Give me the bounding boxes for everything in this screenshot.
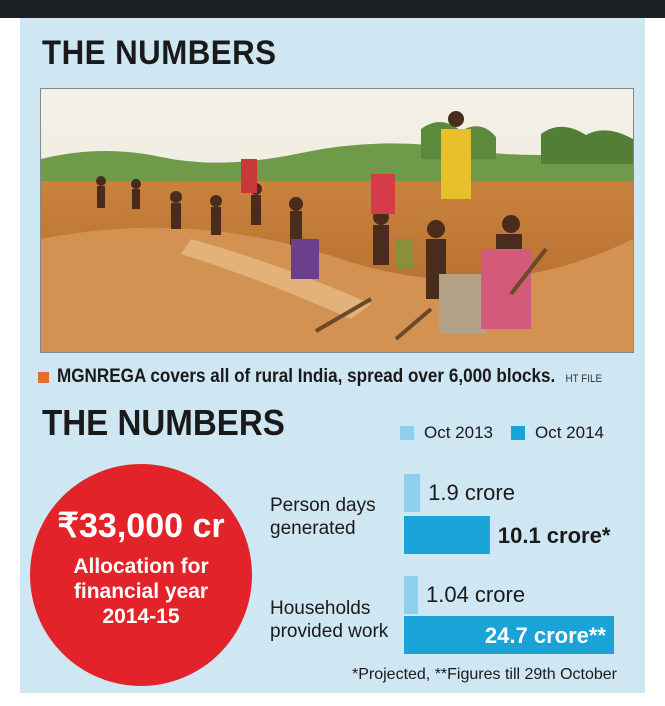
category-label-person-days: Person days generated [270, 495, 376, 539]
panel-title: THE NUMBERS [42, 402, 285, 443]
bar-oct-2013-1 [404, 576, 418, 614]
bar-oct-2014-1 [404, 616, 614, 654]
caption-text: MGNREGA covers all of rural India, sprea… [57, 366, 556, 387]
bar-oct-2013-0 [404, 474, 421, 512]
data-label-oct-2014-1: 24.7 crore** [485, 623, 607, 648]
allocation-description: Allocation for financial year 2014-15 [73, 555, 209, 628]
photo-caption: MGNREGA covers all of rural India, sprea… [38, 364, 638, 390]
legend-swatch-oct-2014 [511, 426, 525, 440]
legend-label-oct-2014: Oct 2014 [535, 423, 604, 442]
header-title: THE NUMBERS [42, 34, 277, 72]
allocation-circle: ₹33,000 cr Allocation for financial year… [30, 464, 252, 686]
photo-credit: HT FILE [565, 373, 603, 385]
legend-label-oct-2013: Oct 2013 [424, 423, 493, 442]
top-bar [0, 0, 665, 18]
legend-swatch-oct-2013 [400, 426, 414, 440]
data-label-oct-2013-1: 1.04 crore [426, 582, 525, 607]
workers-photo [40, 88, 634, 353]
caption-bullet [38, 371, 49, 383]
bar-oct-2014-0 [404, 516, 490, 554]
footnote: *Projected, **Figures till 29th October [351, 666, 617, 683]
workers-photo-illustration [41, 89, 633, 352]
data-label-oct-2013-0: 1.9 crore [428, 480, 515, 505]
chart-legend: Oct 2013 Oct 2014 [400, 423, 622, 443]
allocation-amount: ₹33,000 cr [57, 507, 225, 545]
data-label-oct-2014-0: 10.1 crore* [498, 523, 611, 548]
category-label-households: Households provided work [270, 598, 389, 642]
